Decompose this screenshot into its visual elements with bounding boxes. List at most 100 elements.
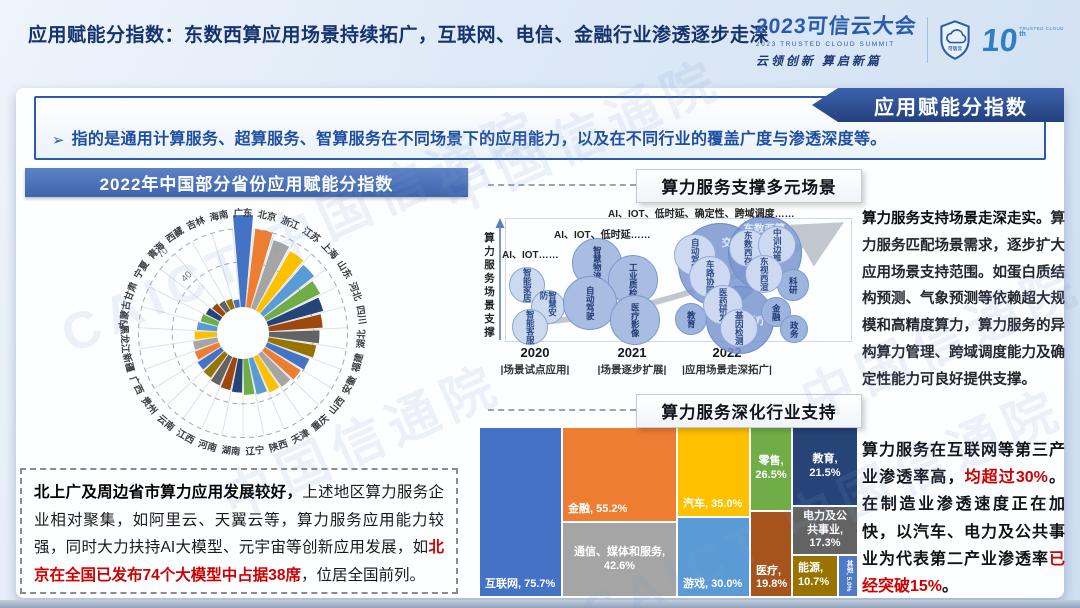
treemap-block: 医疗, 19.8% bbox=[751, 512, 791, 596]
treemap-label: 医疗, 19.8% bbox=[756, 564, 788, 591]
note-lead: 北上广及周边省市算力应用发展较好， bbox=[34, 484, 303, 501]
analysis-note-box: 北上广及周边省市算力应用发展较好，上述地区算力服务企业相对聚集，如阿里云、天翼云… bbox=[20, 468, 458, 594]
bottom-strip bbox=[0, 600, 1080, 608]
svg-text:黑龙江: 黑龙江 bbox=[118, 324, 131, 354]
bubble-label: 中训边推 bbox=[772, 228, 783, 262]
scene-paragraph-lead: 算力服务支持场景走深走实。 bbox=[862, 211, 1051, 227]
bubble-label: 车路协同 bbox=[705, 260, 716, 294]
svg-text:云南: 云南 bbox=[155, 412, 178, 434]
svg-text:河北: 河北 bbox=[346, 281, 364, 303]
section-banner: 应用赋能分指数 bbox=[812, 88, 1064, 122]
treemap-block: 金融, 55.2% bbox=[563, 428, 676, 521]
treemap-block: 汽车, 35.0% bbox=[678, 428, 749, 516]
scene-bubble: 东视西渲 bbox=[745, 255, 783, 293]
treemap-block: 教育, 21.5% bbox=[793, 428, 857, 505]
treemap-label: 零售, 26.5% bbox=[755, 455, 787, 481]
svg-text:广东: 广东 bbox=[233, 208, 253, 220]
trusted-cloud-shield-icon: 可信云 bbox=[940, 19, 970, 60]
svg-text:河南: 河南 bbox=[197, 438, 219, 455]
scene-paragraph-body: 算力服务匹配场景需求，逐步扩大应用场景支持范围。如蛋白质结构预测、气象预测等依赖… bbox=[862, 211, 1065, 388]
bubble-label: 工业质检 bbox=[628, 263, 639, 297]
svg-text:贵州: 贵州 bbox=[139, 394, 160, 416]
svg-text:江西: 江西 bbox=[174, 427, 197, 447]
industry-paragraph-lead-2: 在制造业渗透速度正在加快，以汽车、电力及公共事业为代表第二产业渗透率 bbox=[862, 496, 1065, 568]
scene-bubble-chart: 算力服务场景支撑 AI、IOT…… 2020 |场景试点应用| 智能家居 智慧安防 智能客… bbox=[480, 202, 858, 376]
bubble-label: 东视西渲 bbox=[759, 257, 770, 291]
treemap-label: 教育, 21.5% bbox=[809, 452, 841, 479]
svg-text:新疆: 新疆 bbox=[120, 352, 137, 374]
scene-paragraph: 算力服务支持场景走深走实。算力服务匹配场景需求，逐步扩大应用场景支持范围。如蛋白… bbox=[862, 206, 1065, 394]
scene-bubble: 基因检测 bbox=[720, 309, 758, 347]
scene-bubble: 教育 bbox=[675, 303, 707, 335]
bubble-label: 科研 bbox=[788, 276, 799, 294]
brand-logo: 2023可信云大会 2023 TRUSTED CLOUD SUMMIT 云领创新… bbox=[755, 10, 1064, 69]
scene-bubble: 智能家居 bbox=[509, 267, 545, 303]
bubble-label: 基因检测 bbox=[734, 311, 745, 345]
industry-highlight-2: 已经突破15% bbox=[862, 550, 1065, 595]
treemap-label: 游戏, 30.0% bbox=[683, 578, 743, 591]
industry-treemap: 互联网, 75.7% 金融, 55.2% 通信、媒体和服务, 42.6% 汽车, 35… bbox=[480, 428, 858, 598]
treemap-block: 零售, 26.5% bbox=[751, 428, 791, 510]
svg-text:辽宁: 辽宁 bbox=[245, 444, 266, 458]
tick-year: 2021 bbox=[617, 345, 647, 360]
x-axis-tick: 2020 |场景试点应用| bbox=[460, 345, 610, 377]
bubble-label: 教育 bbox=[686, 310, 697, 328]
bubble-label: 自动驾驶 bbox=[690, 238, 701, 272]
bubble-label: 智慧安防 bbox=[539, 291, 558, 317]
treemap-label: 金融, 55.2% bbox=[568, 503, 628, 516]
note-body: 上述地区算力服务企业相对聚集，如阿里云、天翼云等，算力服务应用能力较强，同时大力… bbox=[34, 484, 444, 557]
svg-text:北京: 北京 bbox=[257, 208, 279, 224]
svg-text:甘肃: 甘肃 bbox=[122, 280, 140, 302]
treemap-label: 汽车, 35.0% bbox=[683, 498, 743, 511]
note-tail: ，位居全国前列。 bbox=[300, 566, 425, 584]
svg-text:湖北: 湖北 bbox=[355, 329, 368, 349]
treemap-block: 电力及公共事业, 17.3% bbox=[793, 507, 857, 554]
page-title: 应用赋能分指数：东数西算应用场景持续拓广，互联网、电信、金融行业渗透逐步走深 bbox=[28, 25, 770, 46]
svg-text:浙江: 浙江 bbox=[279, 214, 302, 233]
bubble-label: 自动驾驶 bbox=[585, 286, 596, 320]
rose-chart-title: 2022年中国部分省份应用赋能分指数 bbox=[25, 168, 468, 197]
bubble-group-label: AI、IOT、低时延、确定性、跨域调度…… bbox=[608, 209, 795, 220]
tick-phase: |场景试点应用| bbox=[500, 364, 570, 376]
industry-sep-1: 。 bbox=[1047, 469, 1065, 487]
anniversary-label: TRUSTED CLOUD bbox=[1019, 25, 1064, 31]
svg-text:广西: 广西 bbox=[127, 374, 146, 397]
svg-text:海南: 海南 bbox=[208, 208, 230, 224]
anniversary-10th-badge: 10 TRUSTED CLOUD th bbox=[979, 21, 1064, 58]
bubble-plot-frame bbox=[505, 218, 852, 342]
treemap-label: 互联网, 75.7% bbox=[485, 578, 556, 591]
svg-text:内蒙古: 内蒙古 bbox=[117, 299, 133, 329]
treemap-block: 其他, 5.0% bbox=[839, 556, 857, 596]
treemap-label: 电力及公共事业, 17.3% bbox=[803, 509, 847, 550]
anniversary-suffix: th bbox=[1019, 30, 1026, 38]
svg-text:江苏: 江苏 bbox=[300, 225, 323, 246]
svg-text:天津: 天津 bbox=[289, 427, 312, 447]
treemap-block: 游戏, 30.0% bbox=[678, 518, 749, 596]
svg-text:安徽: 安徽 bbox=[340, 374, 359, 397]
brand-text: 2023可信云大会 2023 TRUSTED CLOUD SUMMIT 云领创新… bbox=[755, 10, 918, 69]
bubble-label: 医药研发 bbox=[718, 288, 729, 322]
scene-section-title: 算力服务支撑多元场景 bbox=[636, 169, 862, 203]
industry-paragraph: 算力服务在互联网等第三产业渗透率高，均超过30%。在制造业渗透速度正在加快，以汽… bbox=[862, 437, 1065, 600]
y-axis-arrow-icon bbox=[495, 218, 505, 340]
bubble-label: 东数西存 bbox=[743, 231, 754, 265]
bubble-label: 智能家居 bbox=[522, 268, 533, 302]
brand-subtitle: 2023 TRUSTED CLOUD SUMMIT bbox=[755, 41, 895, 48]
bubble-label: 金融 bbox=[771, 303, 782, 321]
treemap-block: 通信、媒体和服务, 42.6% bbox=[563, 523, 676, 596]
bubble-y-axis-label: 算力服务场景支撑 bbox=[483, 232, 495, 340]
svg-text:福建: 福建 bbox=[349, 352, 366, 375]
svg-text:上海: 上海 bbox=[319, 240, 341, 262]
bubble-label: 医疗影像 bbox=[630, 303, 641, 337]
svg-text:山西: 山西 bbox=[326, 394, 347, 417]
definition-text: 指的是通用计算服务、超算服务、智算服务在不同场景下的应用能力，以及在不同行业的覆… bbox=[71, 131, 887, 148]
svg-text:四川: 四川 bbox=[354, 305, 368, 325]
industry-paragraph-lead: 算力服务在互联网等第三产业渗透率高， bbox=[862, 442, 1065, 487]
svg-text:湖南: 湖南 bbox=[221, 444, 242, 458]
svg-text:西藏: 西藏 bbox=[164, 224, 187, 245]
anniversary-number: 10 bbox=[979, 21, 1020, 58]
industry-section-title: 算力服务深化行业支持 bbox=[636, 394, 862, 428]
svg-text:40: 40 bbox=[179, 269, 194, 284]
arrow-bullet-icon: ➢ bbox=[52, 132, 65, 149]
